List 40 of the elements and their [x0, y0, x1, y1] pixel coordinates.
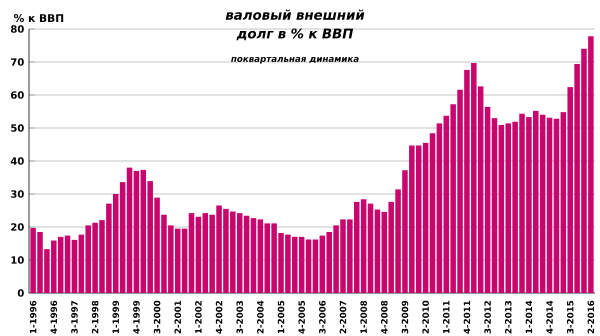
x-tick-label: 3-2015 [566, 300, 574, 334]
y-tick-label: 60 [11, 91, 24, 99]
x-tick-label: 2-2004 [257, 300, 264, 334]
y-tick-label: 10 [12, 256, 24, 264]
x-tick-label: 1-2005 [278, 300, 284, 334]
x-tick-label: 1-2008 [360, 300, 367, 334]
y-tick-label: 20 [11, 223, 24, 231]
x-tick-label: 3-2000 [154, 300, 160, 334]
x-tick-label: 2-2013 [504, 300, 512, 334]
y-tick-label: 70 [11, 58, 24, 66]
y-tick-label: 0 [18, 289, 24, 297]
x-tick-label: 1-2002 [195, 301, 202, 334]
x-tick-label: 3-2006 [319, 300, 326, 334]
x-tick-label: 3-2009 [402, 300, 408, 334]
x-tick-label: 2-2010 [422, 300, 429, 334]
y-tick-label: 40 [10, 157, 24, 165]
x-tick-label: 2-1998 [92, 300, 98, 334]
x-tick-label: 1-2014 [526, 300, 532, 334]
x-tick-label: 4-2011 [464, 300, 470, 334]
x-tick-label: 4-1999 [133, 300, 140, 334]
x-tick-label: 4-2008 [381, 300, 388, 334]
text: поквартальная динамика [231, 57, 359, 64]
y-tick-label: 80 [10, 25, 24, 33]
y-axis-title: % к ВВП [14, 14, 64, 22]
x-tick-label: 3-2012 [484, 301, 491, 334]
x-tick-label: 4-1996 [50, 300, 58, 334]
x-tick-label: 2-2007 [340, 300, 346, 334]
x-tick-label: 1-1999 [112, 300, 120, 334]
x-tick-label: 3-2003 [236, 300, 243, 334]
x-tick-label: 4-2005 [298, 300, 305, 334]
x-tick-label: 1-1996 [30, 300, 36, 334]
chart-title: валовый внешний долг в % к ВВП [226, 9, 364, 40]
x-tick-label: 4-2014 [546, 300, 553, 334]
x-tick-label: 2-2001 [174, 300, 182, 334]
x-tick-label: 3-1997 [71, 300, 78, 334]
y-tick-label: 50 [11, 124, 24, 132]
x-tick-label: 4-2002 [216, 301, 222, 334]
y-tick-label: 30 [11, 190, 24, 198]
x-tick-label: 1-2011 [443, 300, 450, 334]
x-tick-label: 2-2016 [588, 300, 594, 334]
